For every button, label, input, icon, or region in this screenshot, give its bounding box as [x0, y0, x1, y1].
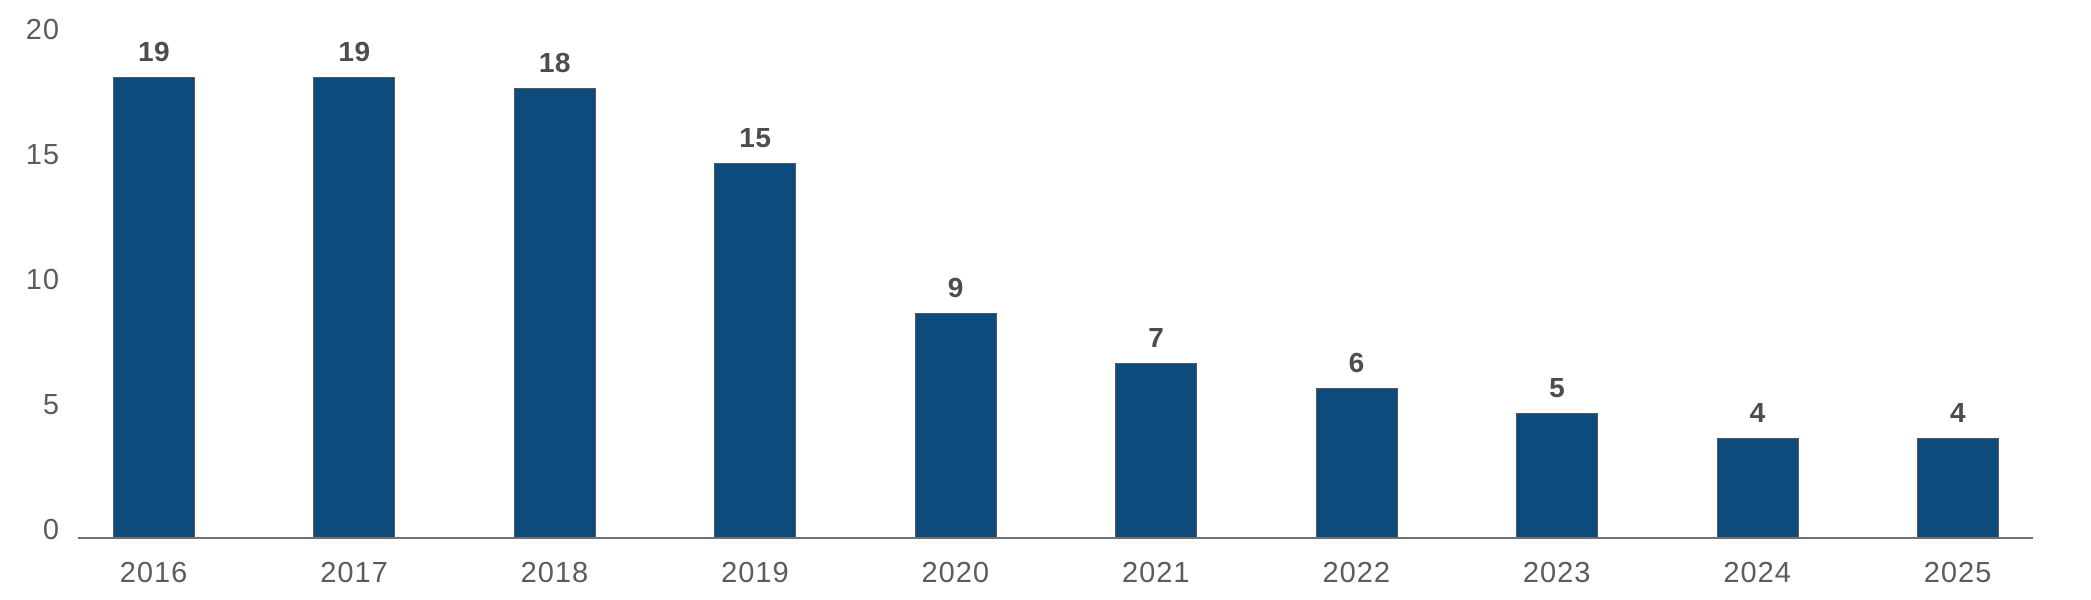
x-tick-label: 2017: [320, 557, 389, 589]
bar-column: 6: [1257, 38, 1457, 538]
bar: [714, 163, 797, 538]
x-tick-label: 2016: [119, 557, 189, 589]
y-tick-label: 10: [25, 264, 60, 296]
x-tick-label: 2022: [1322, 557, 1391, 589]
bar-value-label: 4: [1749, 397, 1766, 428]
bar-column: 4: [1657, 38, 1857, 538]
bar: [1315, 388, 1398, 538]
bar-value-label: 18: [538, 47, 571, 78]
y-tick-label: 5: [42, 389, 60, 421]
bar-value-label: 4: [1950, 397, 1967, 428]
bar-value-label: 9: [947, 272, 964, 303]
bar-value-label: 6: [1348, 347, 1365, 378]
x-tick-label: 2018: [520, 557, 590, 589]
x-tick-label: 2019: [721, 557, 790, 589]
y-tick-label: 20: [25, 14, 60, 46]
bar-column: 5: [1457, 38, 1657, 538]
y-tick-label: 0: [42, 514, 60, 546]
bar-column: 9: [856, 38, 1056, 538]
bar-column: 19: [254, 38, 454, 538]
bar: [113, 77, 196, 538]
x-tick-label: 2020: [921, 557, 991, 589]
bar-column: 15: [655, 38, 855, 538]
bar-value-label: 19: [137, 36, 171, 67]
bar-value-label: 7: [1148, 322, 1165, 353]
x-tick-label: 2025: [1923, 557, 1993, 589]
bar-value-label: 15: [739, 122, 772, 153]
bar: [1516, 413, 1599, 538]
bar: [914, 313, 997, 538]
y-tick-label: 15: [25, 139, 60, 171]
bar: [1115, 363, 1198, 538]
bar: [1716, 438, 1799, 538]
x-tick-label: 2023: [1522, 557, 1592, 589]
bar-value-label: 19: [338, 36, 371, 67]
bar: [1917, 438, 2000, 538]
x-axis-line: [78, 537, 2033, 539]
bar: [313, 77, 396, 538]
bar: [513, 88, 596, 538]
bar-column: 19: [54, 38, 254, 538]
bar-column: 4: [1858, 38, 2058, 538]
bar-column: 7: [1056, 38, 1256, 538]
bar-value-label: 5: [1549, 372, 1566, 403]
plot-area: 19 19 18 15 9 7 6 5 4 4: [0, 38, 2091, 538]
bar-column: 18: [455, 38, 655, 538]
x-tick-label: 2021: [1122, 557, 1191, 589]
x-tick-label: 2024: [1723, 557, 1792, 589]
